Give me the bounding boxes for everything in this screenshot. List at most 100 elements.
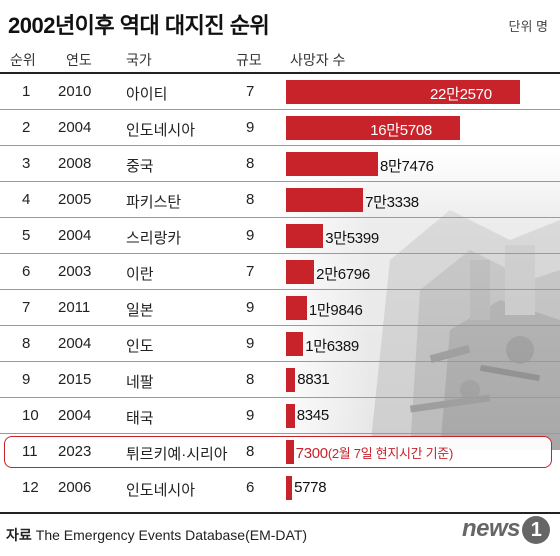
year-cell: 2003 [58, 263, 92, 280]
year-cell: 2004 [58, 407, 92, 424]
header-magnitude: 규모 [236, 52, 262, 68]
value-label: 7300(2월 7일 현지시간 기준) [295, 443, 454, 462]
value-label: 3만5399 [325, 227, 379, 248]
value-note: (2월 7일 현지시간 기준) [327, 446, 453, 461]
row-divider [0, 433, 560, 434]
value-label: 8345 [297, 407, 329, 424]
value-number: 7300 [295, 445, 328, 462]
logo-mark: 1 [522, 516, 550, 544]
rank-cell: 5 [22, 227, 31, 244]
value-label: 16만5708 [370, 119, 432, 140]
country-cell: 태국 [126, 410, 154, 427]
rank-cell: 9 [22, 371, 31, 388]
table-row: 6 2003 이란 7 2만6796 [0, 254, 560, 290]
country-cell: 일본 [126, 302, 154, 319]
row-divider [0, 361, 560, 362]
source-label: 자료 [6, 527, 32, 543]
magnitude-cell: 9 [246, 299, 255, 316]
year-cell: 2005 [58, 191, 92, 208]
magnitude-cell: 8 [246, 443, 255, 460]
table-row: 7 2011 일본 9 1만9846 [0, 290, 560, 326]
bar [286, 260, 315, 284]
value-number: 16만5708 [370, 122, 432, 139]
value-label: 5778 [294, 479, 326, 496]
bottom-divider [0, 512, 560, 514]
table-row: 11 2023 튀르키예·시리아 8 7300(2월 7일 현지시간 기준) [0, 434, 560, 470]
country-cell: 스리랑카 [126, 230, 182, 247]
value-label: 8만7476 [380, 155, 434, 176]
rank-cell: 1 [22, 83, 31, 100]
bar [286, 188, 364, 212]
chart-title: 2002년이후 역대 대지진 순위 [8, 13, 270, 38]
magnitude-cell: 8 [246, 191, 255, 208]
magnitude-cell: 9 [246, 407, 255, 424]
bar [286, 296, 307, 320]
header-deaths: 사망자 수 [290, 52, 346, 68]
bar [286, 332, 304, 356]
magnitude-cell: 8 [246, 155, 255, 172]
magnitude-cell: 6 [246, 479, 255, 496]
table-row: 9 2015 네팔 8 8831 [0, 362, 560, 398]
rank-cell: 11 [22, 443, 38, 460]
magnitude-cell: 7 [246, 83, 255, 100]
row-divider [0, 145, 560, 146]
news1-logo: news 1 [462, 515, 550, 544]
year-cell: 2004 [58, 335, 92, 352]
rank-cell: 10 [22, 407, 39, 424]
value-label: 2만6796 [316, 263, 370, 284]
country-cell: 인도네시아 [126, 482, 196, 499]
year-cell: 2023 [58, 443, 92, 460]
rank-cell: 3 [22, 155, 31, 172]
source-line: 자료 The Emergency Events Database(EM-DAT) [6, 525, 307, 545]
bar [286, 152, 378, 176]
table-row: 4 2005 파키스탄 8 7만3338 [0, 182, 560, 218]
rank-cell: 6 [22, 263, 31, 280]
value-label: 8831 [297, 371, 329, 388]
table-header: 순위 연도 국가 규모 사망자 수 [0, 44, 560, 74]
table-row: 10 2004 태국 9 8345 [0, 398, 560, 434]
table-row: 2 2004 인도네시아 9 16만5708 [0, 110, 560, 146]
year-cell: 2008 [58, 155, 92, 172]
year-cell: 2006 [58, 479, 92, 496]
header-rank: 순위 [10, 52, 36, 68]
value-number: 8831 [297, 371, 330, 388]
rank-cell: 8 [22, 335, 31, 352]
year-cell: 2004 [58, 119, 92, 136]
country-cell: 이란 [126, 266, 154, 283]
row-divider [0, 217, 560, 218]
rank-cell: 7 [22, 299, 31, 316]
country-cell: 중국 [126, 158, 154, 175]
value-number: 7만3338 [365, 194, 419, 211]
value-number: 8만7476 [379, 158, 434, 175]
magnitude-cell: 9 [246, 119, 255, 136]
year-cell: 2010 [58, 83, 92, 100]
logo-word: news [461, 515, 521, 542]
country-cell: 네팔 [126, 374, 154, 391]
magnitude-cell: 9 [246, 335, 255, 352]
bar [286, 368, 296, 392]
bar [286, 440, 294, 464]
table-row: 8 2004 인도 9 1만6389 [0, 326, 560, 362]
country-cell: 파키스탄 [126, 194, 182, 211]
magnitude-cell: 9 [246, 227, 255, 244]
table-row: 1 2010 아이티 7 22만2570 [0, 74, 560, 110]
value-number: 8345 [296, 407, 329, 424]
rank-cell: 2 [22, 119, 31, 136]
value-label: 1만6389 [305, 335, 359, 356]
row-divider [0, 289, 560, 290]
bar [286, 116, 461, 140]
rank-cell: 12 [22, 479, 39, 496]
row-divider [0, 181, 560, 182]
country-cell: 인도 [126, 338, 154, 355]
value-number: 3만5399 [325, 230, 379, 247]
bar [286, 476, 293, 500]
country-cell: 튀르키예·시리아 [126, 446, 228, 463]
country-cell: 아이티 [126, 86, 168, 103]
bar [286, 224, 324, 248]
row-divider [0, 253, 560, 254]
header-country: 국가 [126, 52, 152, 68]
magnitude-cell: 8 [246, 371, 255, 388]
value-label: 7만3338 [365, 191, 419, 212]
country-cell: 인도네시아 [126, 122, 196, 139]
header-divider [0, 72, 560, 74]
